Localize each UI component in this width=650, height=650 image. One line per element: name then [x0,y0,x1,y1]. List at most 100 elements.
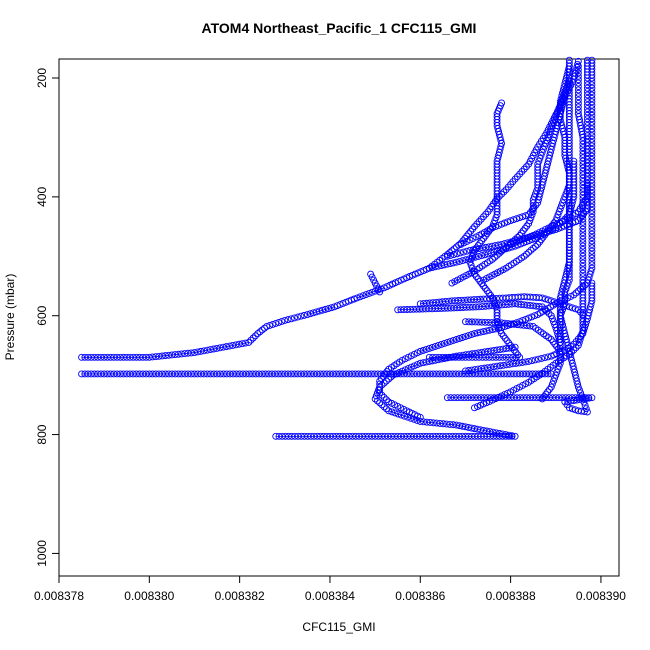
data-point [493,306,501,314]
data-point [489,428,497,436]
data-point [570,291,578,299]
data-point [312,308,320,316]
data-point [588,254,596,262]
data-point [562,394,570,402]
data-point [281,370,289,378]
data-point [578,392,586,400]
data-point [466,246,474,254]
data-point [378,432,386,440]
data-point [562,285,570,293]
data-point [522,315,530,323]
data-point [356,293,364,301]
data-point [577,308,585,316]
data-point [416,347,424,355]
data-point [388,408,396,416]
data-point [484,318,492,326]
data-series [78,370,555,378]
data-point [471,394,478,402]
data-point [326,432,334,440]
data-point [549,394,556,402]
data-point [274,370,282,378]
data-point [588,101,596,109]
data-point [309,309,317,317]
data-point [471,366,479,374]
data-point [275,319,283,326]
data-point [574,110,582,118]
data-point [588,105,596,113]
data-point [416,418,424,425]
data-point [410,432,418,440]
data-point [583,94,591,102]
data-point [548,380,556,388]
data-point [457,394,465,402]
data-point [265,370,273,378]
data-point [588,251,596,259]
data-point [588,183,596,191]
data-point [579,256,587,264]
data-point [579,330,587,337]
data-point [284,370,292,378]
data-point [574,100,582,107]
data-point [543,307,551,315]
data-point [420,370,427,378]
data-point [550,318,557,326]
data-point [502,431,510,439]
data-point [579,154,587,162]
data-point [471,318,479,326]
data-point [174,370,182,378]
data-point [272,319,280,327]
data-point [579,235,587,243]
x-tick-label: 0.008384 [305,589,355,603]
data-point [455,353,463,361]
data-point [413,370,421,378]
data-point [588,244,596,252]
data-point [480,364,488,372]
data-point [531,356,539,364]
data-point [582,405,590,413]
data-point [574,287,582,295]
data-series [462,318,564,355]
data-point [191,370,198,378]
data-point [556,300,564,308]
series-line [194,342,249,353]
series-line [447,333,475,343]
x-tick-label: 0.008380 [124,589,174,603]
data-point [266,321,274,329]
data-point [493,247,501,255]
data-point [310,370,318,378]
data-point [588,115,596,123]
data-point [472,245,480,253]
data-point [588,125,596,133]
data-point [545,310,553,317]
data-point [588,190,596,197]
data-point [171,351,179,359]
data-point [506,353,513,361]
x-tick-label: 0.008390 [576,589,626,603]
data-point [429,370,437,378]
data-point [583,139,591,146]
data-point [583,183,591,191]
data-point [94,353,102,361]
data-point [568,304,576,312]
data-point [263,322,271,330]
data-point [297,312,305,320]
data-point [477,394,485,402]
data-point [129,353,137,361]
data-point [552,324,560,332]
data-point [281,317,289,324]
data-point [583,145,591,153]
data-point [579,161,587,169]
data-point [392,370,400,378]
data-point [505,431,513,439]
data-point [247,336,255,344]
data-point [365,289,373,297]
series-line [420,342,448,352]
data-point [458,334,466,341]
data-point [495,429,503,437]
data-point [449,421,457,429]
data-point [574,76,582,84]
data-point [465,255,473,263]
data-point [407,432,415,440]
data-point [550,298,558,306]
data-point [377,370,385,378]
